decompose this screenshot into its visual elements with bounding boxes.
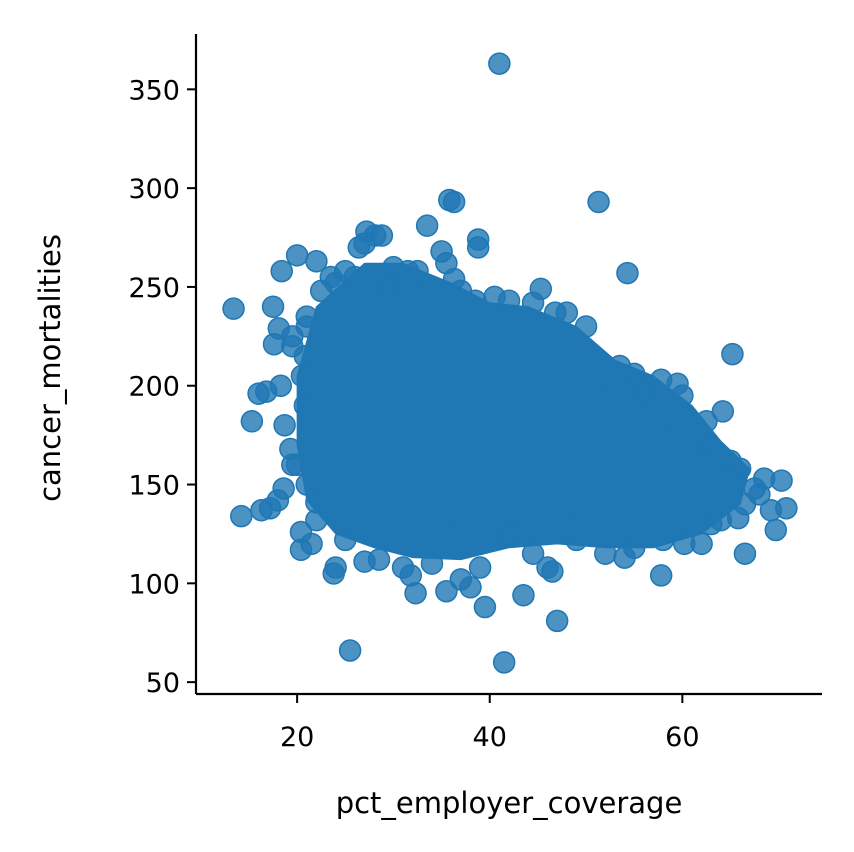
scatter-point (497, 522, 521, 546)
scatter-point (721, 342, 744, 366)
scatter-point (250, 498, 273, 522)
scatter-point (560, 516, 583, 540)
scatter-point (295, 315, 319, 338)
scatter-point (521, 291, 545, 314)
scatter-point (222, 297, 245, 320)
scatter-point (300, 532, 323, 556)
scatter-point (406, 259, 429, 283)
scatter-point (230, 504, 253, 528)
scatter-point (347, 236, 371, 259)
scatter-point (632, 382, 656, 405)
y-tick-label: 150 (128, 471, 180, 502)
y-tick-label: 350 (128, 75, 180, 106)
x-axis-label: pct_employer_coverage (336, 786, 683, 820)
scatter-point (733, 542, 757, 565)
scatter-point (293, 394, 317, 417)
scatter-point (699, 512, 723, 536)
scatter-point (622, 536, 646, 560)
scatter-point (512, 583, 535, 607)
scatter-point (415, 214, 439, 237)
scatter-point (468, 556, 492, 579)
y-axis-ticks: 50 100 150 200 250 300 350 (128, 75, 196, 699)
scatter-point (492, 651, 516, 674)
scatter-point (439, 524, 463, 548)
x-tick-label: 60 (665, 722, 699, 753)
scatter-point (521, 542, 545, 565)
scatter-point (290, 364, 314, 388)
scatter-point (338, 639, 362, 662)
scatter-point (435, 579, 458, 603)
scatter-point (309, 279, 333, 303)
scatter-point (541, 560, 564, 583)
scatter-point (261, 295, 285, 318)
scatter-point (420, 552, 444, 575)
scatter-point (293, 344, 317, 368)
scatter-point (661, 394, 684, 417)
scatter-point (711, 400, 735, 423)
scatter-point (247, 382, 270, 405)
scatter-point (240, 410, 264, 433)
scatter-point (545, 609, 569, 633)
scatter-point (594, 542, 617, 565)
scatter-point (483, 285, 506, 309)
scatter-point (305, 508, 328, 532)
x-axis-ticks: 20 40 60 (280, 694, 700, 753)
scatter-point (343, 265, 367, 289)
scatter-point (322, 562, 345, 585)
x-tick-label: 20 (280, 722, 314, 753)
scatter-point (305, 249, 328, 273)
scatter-point (587, 190, 610, 214)
scatter-point (608, 354, 632, 378)
scatter-point (488, 52, 511, 75)
scatter-point (649, 564, 673, 587)
scatter-point (675, 429, 699, 453)
scatter-point (574, 315, 598, 338)
scatter-point (775, 497, 798, 520)
scatter-point (690, 532, 713, 556)
scatter-point (543, 301, 567, 324)
scatter-point (517, 516, 540, 540)
scatter-point (733, 493, 757, 516)
scatter-point (295, 473, 319, 496)
scatter-point (273, 414, 296, 437)
scatter-point (764, 518, 788, 542)
scatter-point (616, 261, 639, 285)
scatter-point (382, 516, 405, 540)
scatter-point (377, 275, 400, 299)
scatter-point (411, 285, 434, 309)
y-tick-label: 50 (146, 668, 180, 699)
scatter-point (466, 236, 490, 259)
y-tick-label: 300 (128, 174, 180, 205)
scatter-point (449, 279, 473, 303)
scatter-point (651, 528, 675, 552)
scatter-point (285, 244, 309, 267)
y-tick-label: 200 (128, 372, 180, 403)
scatter-point (603, 374, 627, 397)
y-tick-label: 250 (128, 273, 180, 304)
y-axis-label: cancer_mortalities (33, 234, 67, 502)
scatter-points (222, 52, 798, 674)
scatter-point (473, 595, 497, 619)
scatter-point (367, 548, 391, 571)
scatter-point (285, 453, 309, 477)
scatter-point (334, 528, 357, 552)
scatter-point (459, 576, 482, 599)
x-tick-label: 40 (473, 722, 507, 753)
scatter-point (270, 259, 293, 283)
scatter-point (442, 190, 466, 214)
scatter-point (404, 581, 427, 605)
y-tick-label: 100 (128, 569, 180, 600)
